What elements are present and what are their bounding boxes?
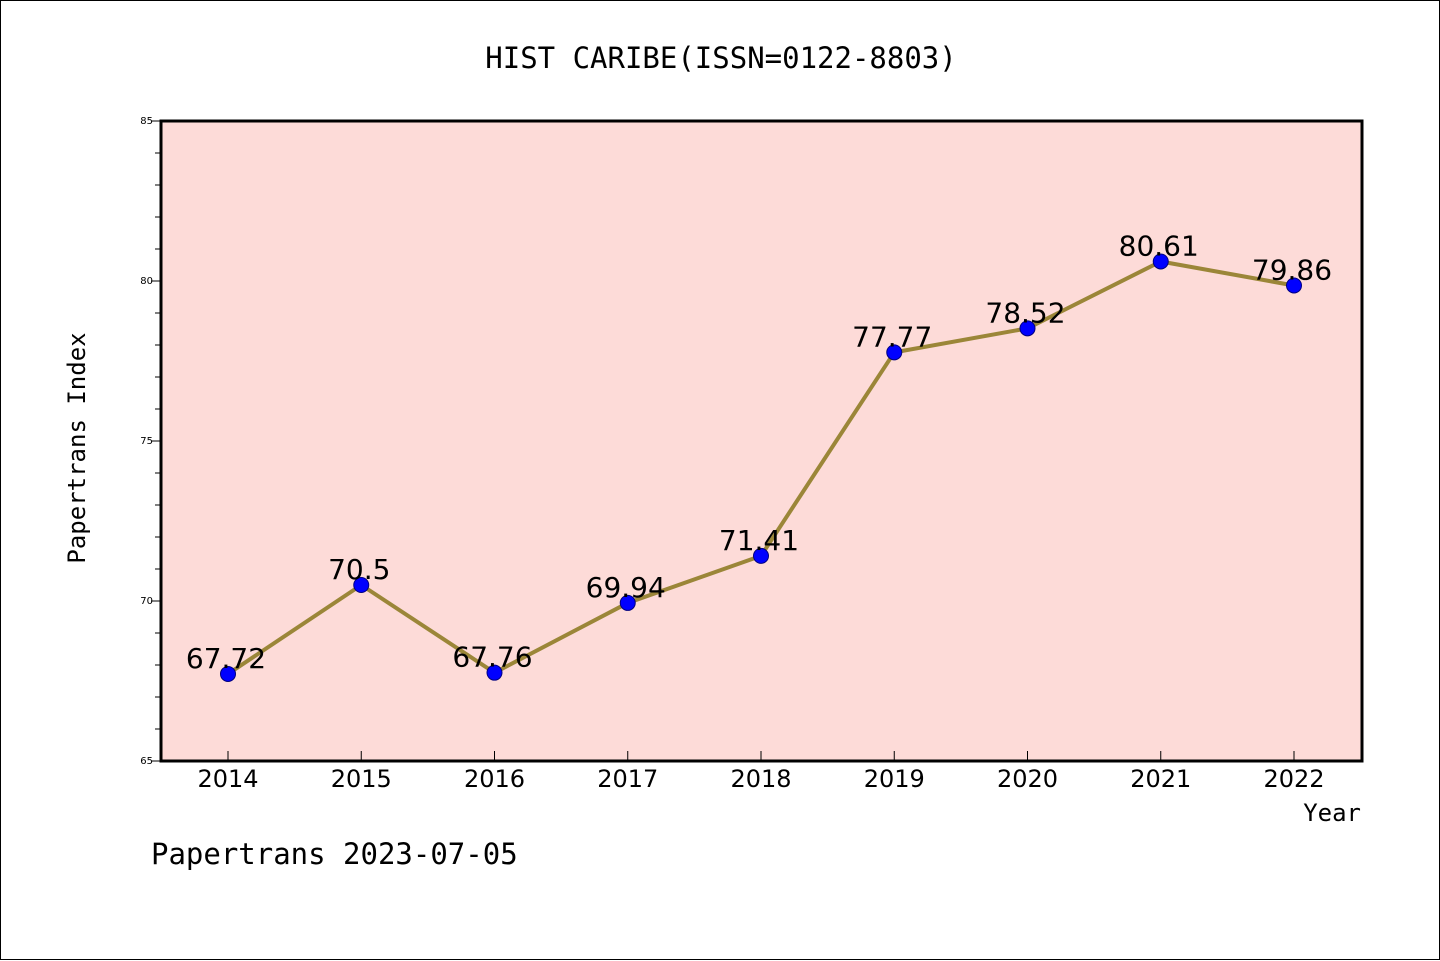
data-label: 80.61: [1119, 229, 1199, 262]
chart-title: HIST CARIBE(ISSN=0122-8803): [485, 41, 956, 75]
y-major-ticks: 65 70 75 80 85: [140, 116, 161, 767]
x-tick-label: 2017: [597, 765, 658, 793]
footer-text: Papertrans 2023-07-05: [151, 837, 518, 871]
x-tick-label: 2020: [997, 765, 1058, 793]
data-label: 69.94: [586, 571, 666, 604]
data-point: [1286, 277, 1302, 294]
data-point: [1019, 320, 1036, 337]
y-tick-label: 85: [140, 116, 153, 127]
data-point: [1152, 253, 1169, 270]
data-point: [886, 344, 903, 361]
data-point: [353, 577, 370, 593]
x-ticks: 2014 2015 2016 2017 2018 2019 2020 2021 2022: [197, 751, 1325, 793]
y-axis-label: Papertrans Index: [63, 332, 91, 563]
data-label: 67.76: [452, 641, 532, 674]
data-point: [486, 664, 503, 681]
data-point: [220, 665, 236, 682]
x-tick-label: 2022: [1263, 765, 1324, 793]
data-label: 71.41: [719, 524, 799, 557]
y-tick-label: 75: [140, 436, 153, 447]
data-point: [753, 547, 769, 564]
data-label: 70.5: [328, 553, 390, 586]
y-tick-label: 70: [140, 596, 153, 607]
data-label: 77.77: [852, 320, 932, 353]
y-tick-label: 80: [140, 276, 153, 287]
plot-frame: [159, 119, 1364, 763]
x-tick-label: 2015: [331, 765, 392, 793]
x-tick-label: 2014: [197, 765, 258, 793]
x-axis-label: Year: [1303, 799, 1361, 827]
x-tick-label: 2018: [730, 765, 791, 793]
data-label: 79.86: [1252, 253, 1332, 286]
x-tick-label: 2019: [864, 765, 925, 793]
data-label: 78.52: [985, 296, 1065, 329]
x-tick-label: 2021: [1130, 765, 1191, 793]
data-point: [619, 594, 636, 611]
y-tick-label: 65: [140, 756, 153, 767]
data-markers: [220, 253, 1302, 682]
data-label: 67.72: [186, 642, 266, 675]
x-tick-label: 2016: [464, 765, 525, 793]
plot-area: [161, 121, 1362, 761]
data-labels: 67.72 70.5 67.76 69.94 71.41 77.77 78.52 80.61 7…: [186, 229, 1332, 674]
